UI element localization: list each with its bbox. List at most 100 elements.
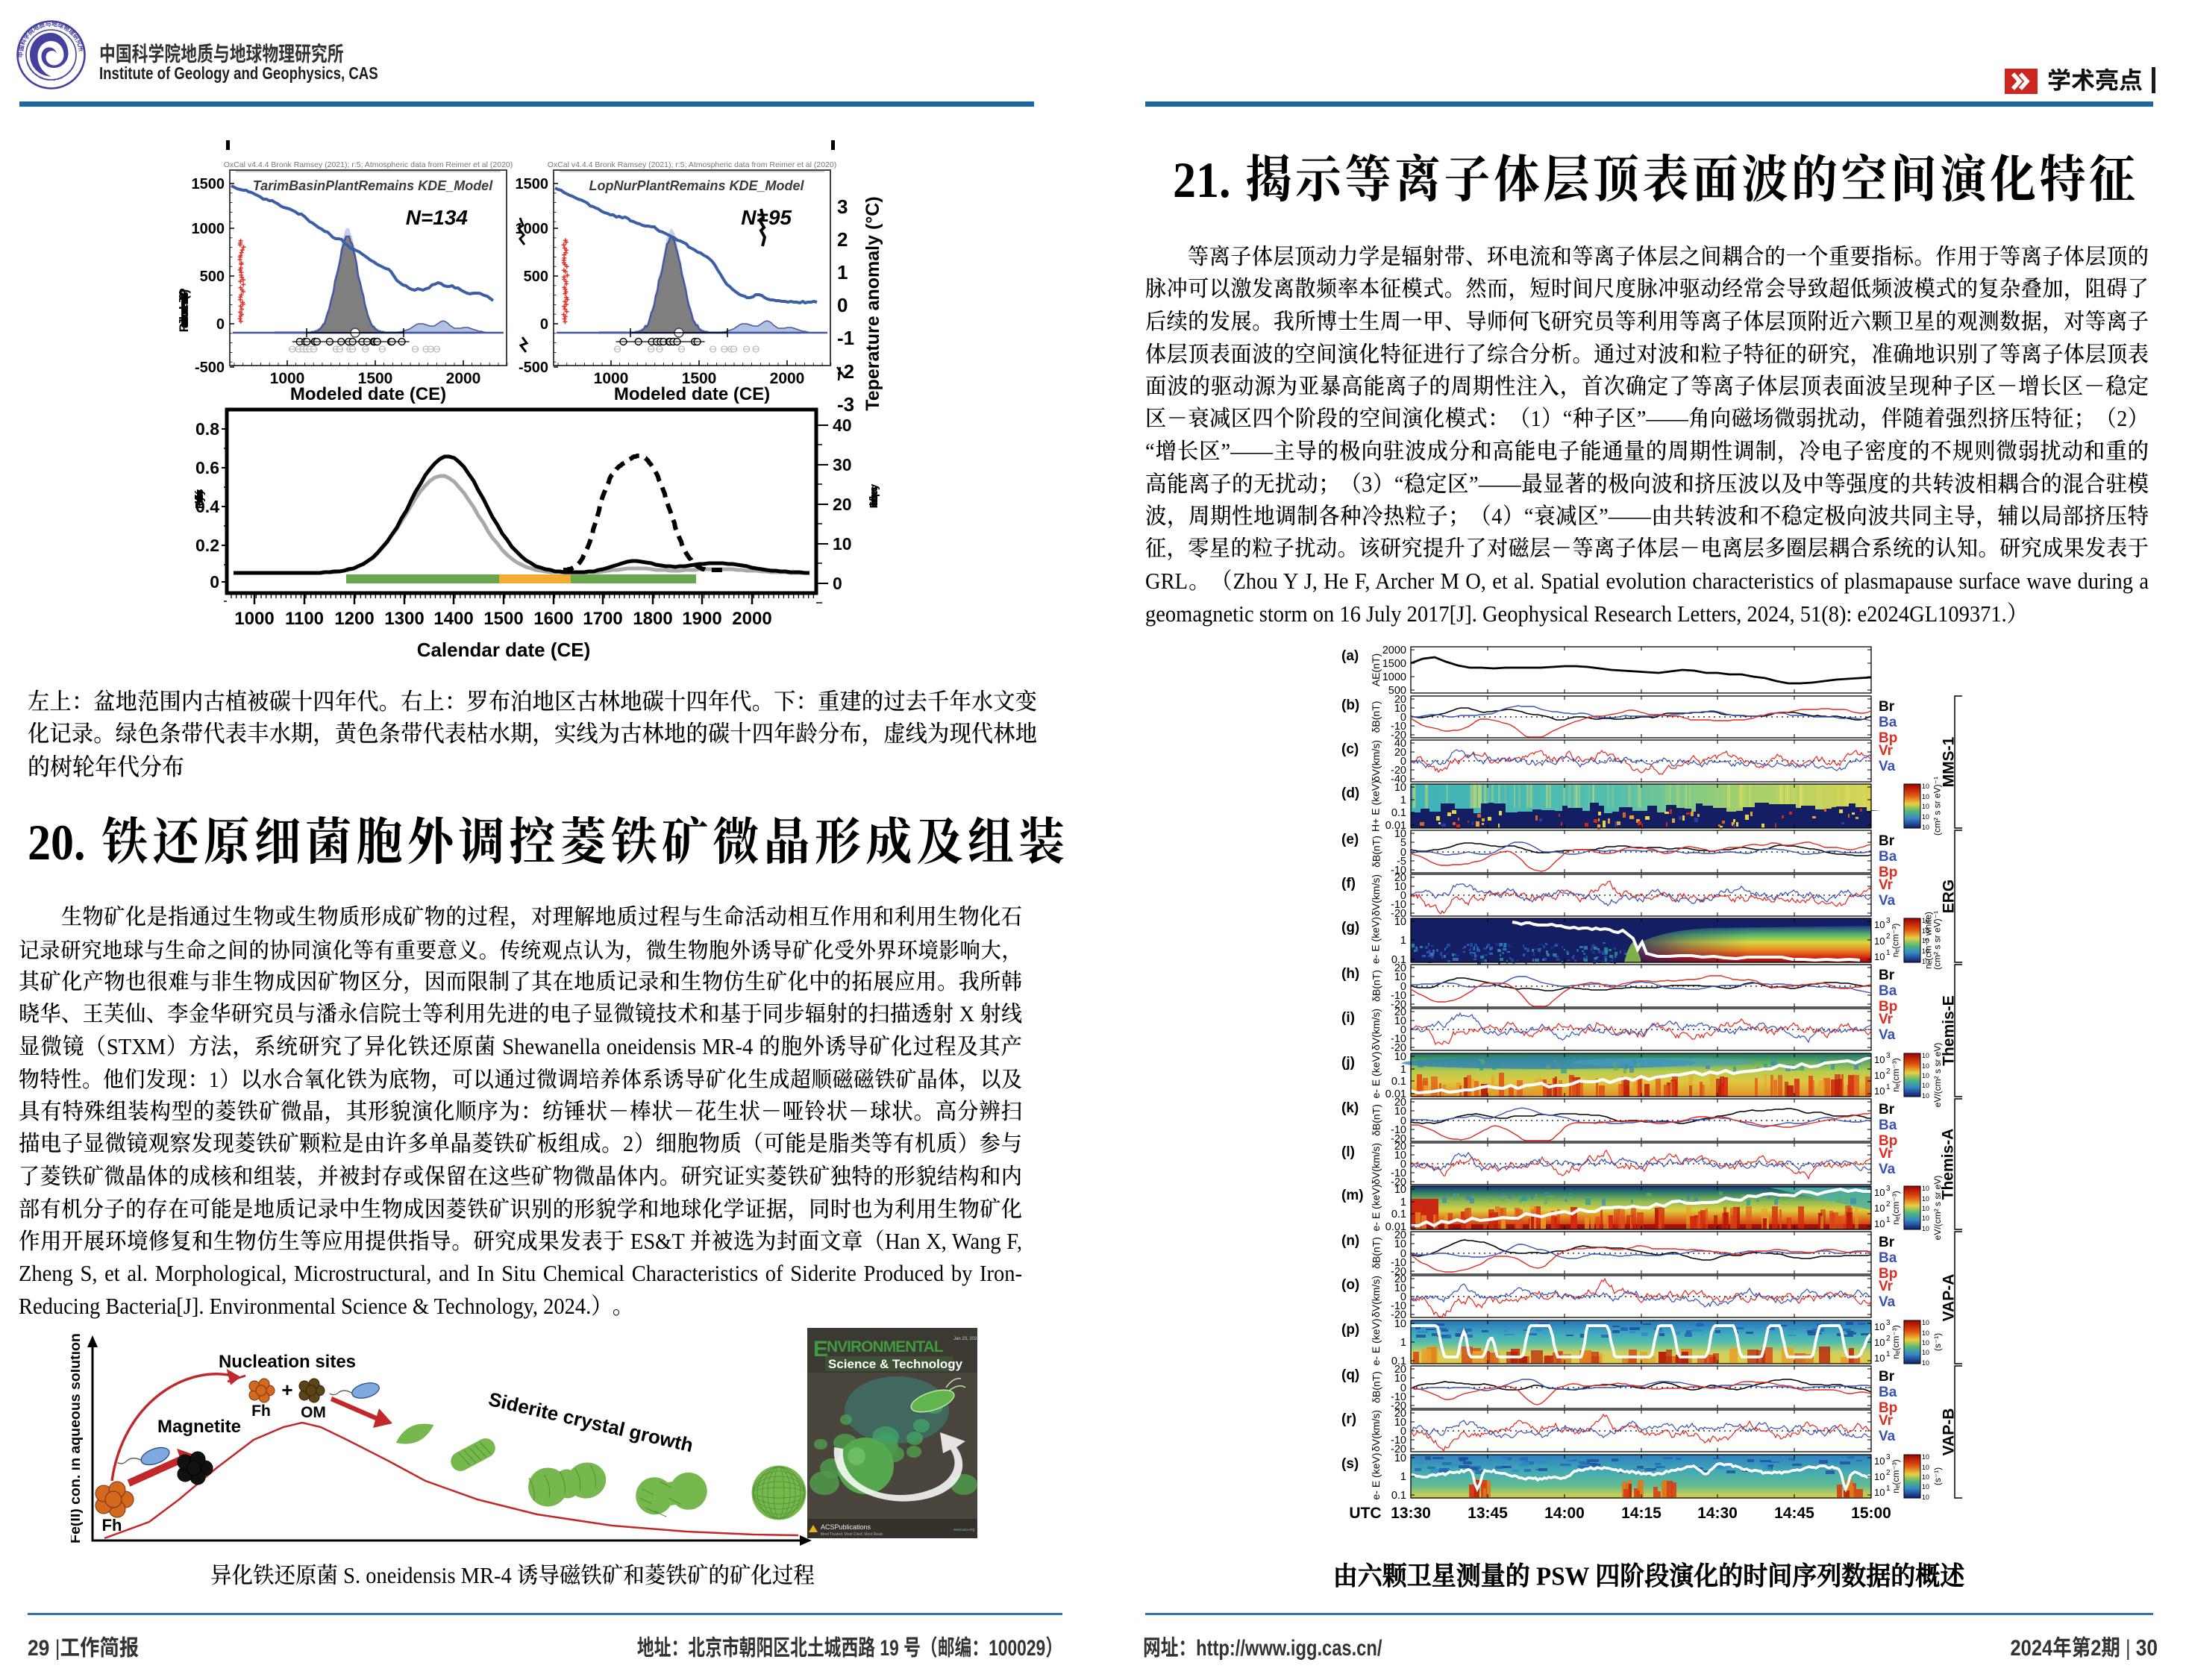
- svg-text:(f): (f): [1341, 876, 1356, 891]
- svg-text:1000: 1000: [594, 370, 629, 387]
- svg-text:(h): (h): [1341, 966, 1359, 982]
- svg-text:Vr: Vr: [1879, 877, 1894, 893]
- svg-text:0: 0: [540, 316, 548, 333]
- svg-text:10: 10: [1922, 947, 1929, 955]
- svg-text:10: 10: [1394, 1282, 1406, 1294]
- svg-text:ERG: ERG: [1941, 880, 1958, 914]
- svg-text:1: 1: [1886, 1485, 1891, 1493]
- svg-text:(i): (i): [1341, 1010, 1355, 1026]
- svg-text:-10: -10: [1391, 899, 1406, 911]
- svg-text:20: 20: [1394, 962, 1406, 974]
- svg-text:10: 10: [1922, 1349, 1929, 1356]
- svg-text:1: 1: [1886, 1350, 1891, 1358]
- svg-text:0: 0: [210, 572, 219, 592]
- svg-text:Br: Br: [1879, 1102, 1895, 1118]
- svg-text:10: 10: [1874, 1353, 1885, 1364]
- svg-text:10: 10: [1394, 1373, 1406, 1385]
- svg-text:Br: Br: [1879, 699, 1895, 715]
- svg-text:1: 1: [1400, 935, 1406, 947]
- svg-text:10: 10: [1922, 1225, 1929, 1232]
- svg-text:3: 3: [1886, 1185, 1891, 1193]
- svg-text:-20: -20: [1391, 999, 1406, 1011]
- svg-text:e- E (keV): e- E (keV): [1370, 917, 1382, 964]
- svg-text:1200: 1200: [334, 609, 374, 629]
- svg-text:10: 10: [1922, 937, 1929, 944]
- svg-text:10: 10: [1874, 1054, 1885, 1065]
- svg-text:20: 20: [1394, 1229, 1406, 1241]
- svg-text:-10: -10: [1391, 721, 1406, 733]
- svg-text:ACSPublications: ACSPublications: [821, 1523, 871, 1531]
- svg-text:eV/(cm² s sr eV): eV/(cm² s sr eV): [1932, 1043, 1943, 1108]
- svg-text:(q): (q): [1341, 1367, 1359, 1383]
- svg-text:0: 0: [1400, 890, 1406, 902]
- svg-text:(o): (o): [1341, 1277, 1359, 1293]
- svg-text:Br: Br: [1879, 1235, 1895, 1250]
- svg-text:Va: Va: [1879, 1294, 1896, 1310]
- svg-text:Vr: Vr: [1879, 1146, 1894, 1162]
- svg-text:20: 20: [1394, 1097, 1406, 1109]
- svg-text:1100: 1100: [285, 609, 324, 629]
- svg-text:Ba: Ba: [1879, 1385, 1897, 1400]
- svg-text:Va: Va: [1879, 893, 1896, 909]
- svg-text:-10: -10: [1391, 990, 1406, 1002]
- svg-text:500: 500: [200, 269, 225, 285]
- svg-text:-20: -20: [1391, 1042, 1406, 1054]
- svg-text:(b): (b): [1341, 698, 1359, 713]
- svg-text:10: 10: [1922, 1195, 1929, 1203]
- svg-text:1500: 1500: [192, 176, 225, 192]
- svg-text:10: 10: [1394, 1417, 1406, 1429]
- svg-text:nₑ(cm⁻³): nₑ(cm⁻³): [1891, 1325, 1901, 1358]
- svg-text:(p): (p): [1341, 1322, 1359, 1338]
- svg-text:-10: -10: [1391, 1167, 1406, 1179]
- svg-text:3: 3: [1886, 917, 1891, 925]
- svg-text:Ba: Ba: [1879, 983, 1897, 999]
- svg-text:10: 10: [1922, 1493, 1929, 1501]
- svg-text:-20: -20: [1391, 730, 1406, 742]
- svg-text:0.01: 0.01: [1385, 1221, 1406, 1233]
- svg-text:3: 3: [1886, 1319, 1891, 1327]
- svg-text:0: 0: [833, 574, 842, 593]
- svg-text:Fh: Fh: [102, 1516, 122, 1535]
- svg-text:Bp: Bp: [1879, 1266, 1897, 1282]
- svg-text:Flood frequency: Flood frequency: [868, 483, 880, 508]
- svg-text:Modeled date (CE): Modeled date (CE): [290, 384, 446, 404]
- svg-text:10: 10: [1922, 1319, 1929, 1326]
- svg-text:Radiocarbon determination (BP): Radiocarbon determination (BP): [177, 289, 191, 333]
- svg-text:Br: Br: [1879, 968, 1895, 983]
- svg-text:2: 2: [837, 228, 848, 251]
- svg-text:1: 1: [837, 261, 848, 283]
- svg-text:Va: Va: [1879, 1162, 1896, 1177]
- svg-text:δB(nT): δB(nT): [1371, 836, 1382, 868]
- svg-text:10: 10: [1394, 881, 1406, 893]
- svg-text:10: 10: [1874, 1337, 1885, 1348]
- svg-text:Siderite crystal growth: Siderite crystal growth: [486, 1388, 695, 1456]
- svg-text:1: 1: [1400, 1337, 1406, 1349]
- svg-text:1: 1: [1886, 1083, 1891, 1091]
- svg-text:14:00: 14:00: [1544, 1505, 1585, 1522]
- svg-text:nₑ(cm⁻³): nₑ(cm⁻³): [1891, 924, 1901, 957]
- svg-text:500: 500: [1388, 685, 1406, 697]
- svg-text:VAP-B: VAP-B: [1941, 1408, 1958, 1456]
- svg-text:OxCal v4.4.4 Bronk Ramsey (202: OxCal v4.4.4 Bronk Ramsey (2021); r:5; A…: [224, 160, 513, 169]
- svg-text:0: 0: [1400, 756, 1406, 768]
- svg-text:-20: -20: [1391, 1176, 1406, 1188]
- svg-text:10: 10: [1874, 935, 1885, 947]
- svg-text:-10: -10: [1391, 1391, 1406, 1403]
- svg-text:Bp: Bp: [1879, 865, 1897, 880]
- svg-text:0: 0: [837, 294, 848, 316]
- svg-text:-20: -20: [1391, 765, 1406, 777]
- svg-text:1500: 1500: [358, 370, 393, 387]
- svg-text:+: +: [281, 1379, 292, 1401]
- svg-text:1700: 1700: [583, 609, 622, 629]
- svg-text:1500: 1500: [1382, 658, 1406, 670]
- svg-text:40: 40: [833, 416, 852, 435]
- svg-text:(s⁻¹): (s⁻¹): [1932, 1333, 1943, 1351]
- svg-text:10: 10: [1922, 1062, 1929, 1070]
- svg-text:10: 10: [1394, 916, 1406, 928]
- svg-text:0.1: 0.1: [1391, 1355, 1406, 1367]
- svg-text:(s⁻¹): (s⁻¹): [1932, 1467, 1943, 1485]
- svg-text:Teperature anomaly (°C): Teperature anomaly (°C): [862, 196, 883, 410]
- svg-text:10: 10: [1922, 1072, 1929, 1079]
- svg-text:-20: -20: [1391, 1266, 1406, 1278]
- svg-text:δB(nT): δB(nT): [1371, 1237, 1382, 1269]
